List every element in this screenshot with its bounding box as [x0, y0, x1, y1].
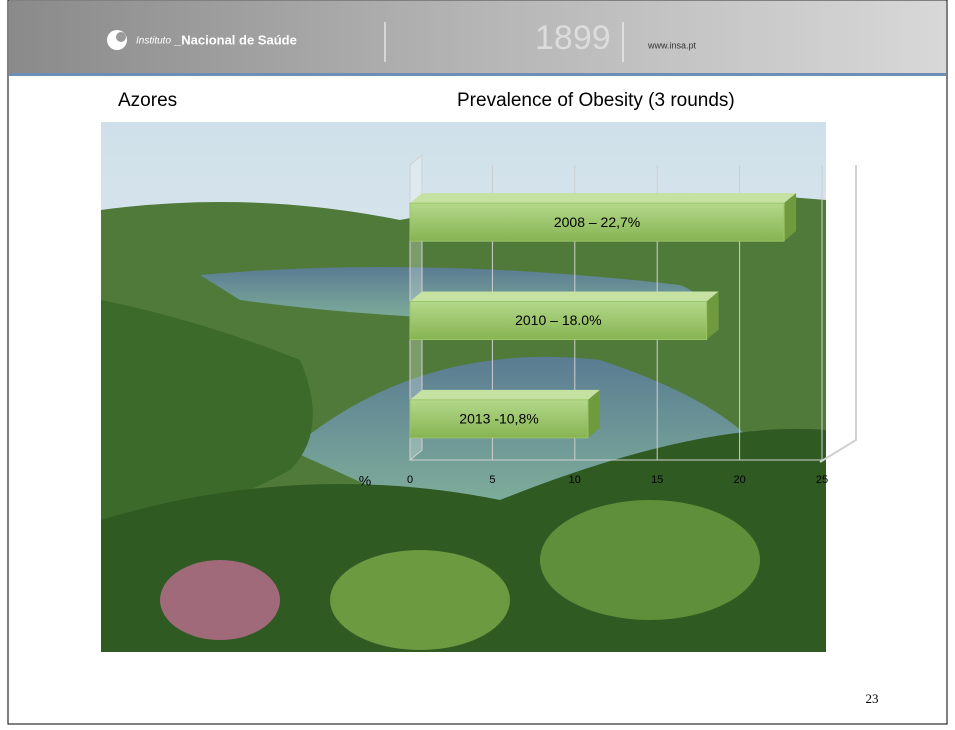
x-tick-label: 20 [733, 474, 745, 486]
bar-side [587, 389, 600, 438]
institute-prefix: Instituto [136, 36, 171, 47]
bar [409, 202, 785, 242]
data-label: 2008 – 22,7% [554, 214, 640, 230]
x-axis-label: % [359, 473, 371, 489]
bar-side [784, 193, 797, 242]
data-label: 2013 -10,8% [459, 411, 538, 427]
header-website: www.insa.pt [647, 40, 697, 50]
bar [409, 399, 589, 439]
x-tick-label: 10 [569, 474, 581, 486]
page-number: 23 [866, 691, 879, 706]
header-bar [9, 1, 946, 73]
bar-side [706, 291, 719, 340]
region-title: Azores [118, 90, 177, 111]
x-tick-label: 5 [489, 474, 495, 486]
header-year: 1899 [535, 19, 611, 57]
institute-name: _Nacional de Saúde [173, 32, 297, 47]
data-label: 2010 – 18.0% [515, 312, 601, 328]
chart-wall-edge [819, 165, 857, 463]
logo-inner [116, 32, 126, 42]
x-tick-label: 0 [407, 474, 413, 486]
x-tick-label: 15 [651, 474, 663, 486]
x-tick-label: 25 [816, 474, 828, 486]
bar-top [410, 389, 600, 400]
bar-top [410, 291, 719, 302]
bar-top [410, 193, 797, 204]
chart-title: Prevalence of Obesity (3 rounds) [457, 90, 735, 111]
header-rule [9, 73, 946, 76]
bar [409, 301, 708, 340]
